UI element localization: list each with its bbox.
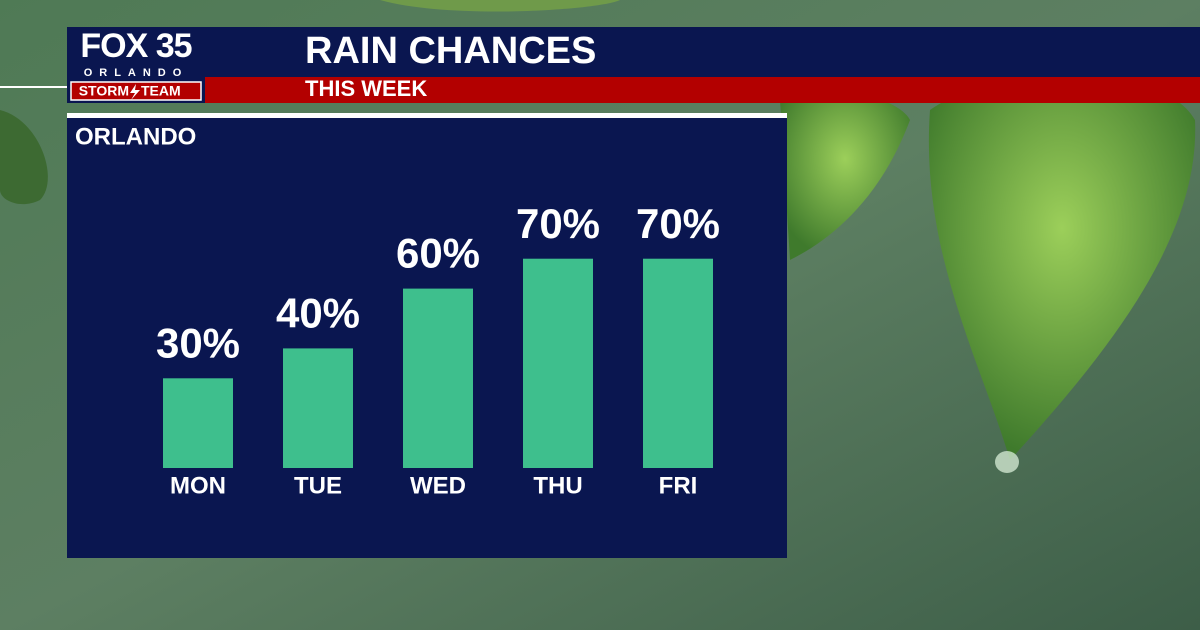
- leaf: [0, 110, 48, 205]
- subtitle-bar: [205, 77, 1200, 103]
- title: RAIN CHANCES: [305, 30, 596, 72]
- raindrop: [995, 451, 1019, 473]
- x-tick-label: THU: [533, 472, 582, 499]
- logo-bolt: [130, 84, 140, 100]
- title-bar: [205, 27, 1200, 77]
- logo-city: ORLANDO: [84, 67, 189, 79]
- leaf: [928, 73, 1196, 460]
- bar: [163, 378, 233, 468]
- x-tick-label: MON: [170, 472, 226, 499]
- x-tick-label: FRI: [659, 472, 698, 499]
- x-tick-label: WED: [410, 472, 466, 499]
- logo-brand: FOX 35: [80, 27, 191, 65]
- leaf: [380, 0, 620, 12]
- value-label: 70%: [636, 200, 720, 247]
- logo-team-left: STORM: [79, 83, 129, 99]
- bar: [283, 348, 353, 468]
- leaf: [780, 91, 910, 260]
- location: ORLANDO: [75, 123, 196, 150]
- panel-top-border: [67, 113, 787, 118]
- value-label: 40%: [276, 289, 360, 336]
- value-label: 70%: [516, 200, 600, 247]
- bar: [523, 258, 593, 468]
- subtitle: THIS WEEK: [305, 76, 427, 101]
- x-tick-label: TUE: [294, 472, 342, 499]
- bar: [643, 258, 713, 468]
- value-label: 60%: [396, 230, 480, 277]
- logo-team-right: TEAM: [141, 83, 181, 99]
- bar: [403, 288, 473, 468]
- value-label: 30%: [156, 319, 240, 366]
